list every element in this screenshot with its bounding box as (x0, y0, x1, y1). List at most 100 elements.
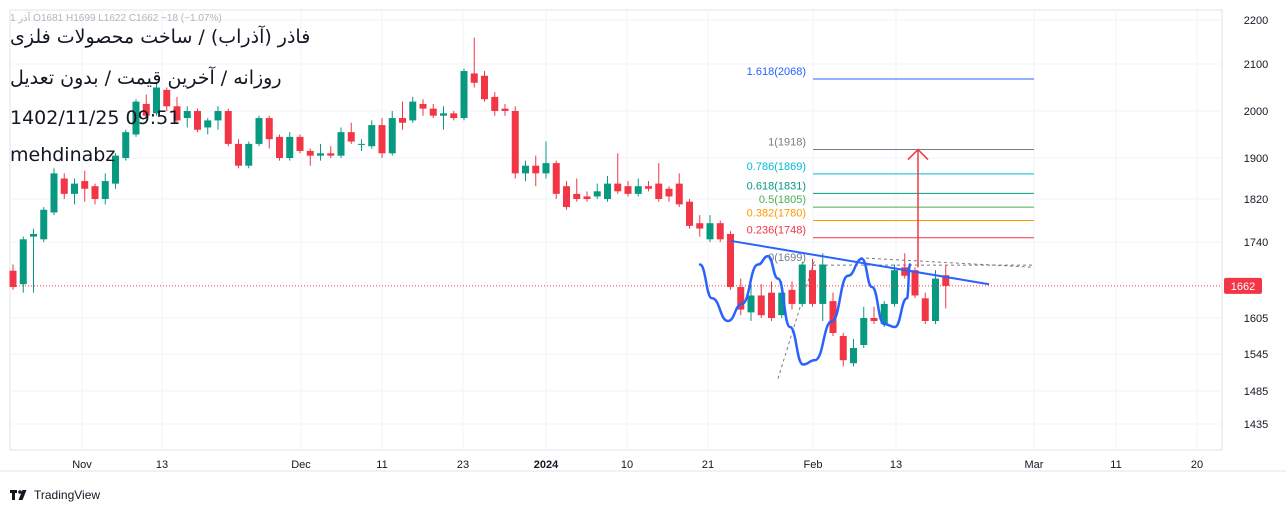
candle-up (183, 106, 191, 128)
x-axis[interactable]: Nov 13 Dec 11 23 2024 10 21 Feb 13 Mar 11 20 (72, 459, 1203, 471)
candle-down (276, 134, 283, 161)
candle-down (296, 134, 304, 154)
candle-up (604, 175, 611, 202)
candle-body (768, 292, 775, 318)
candle-body (327, 153, 335, 156)
candle-down (532, 155, 540, 187)
candle-up (132, 99, 140, 137)
candle-body (634, 186, 642, 194)
candle-down (511, 106, 519, 179)
candle-body (347, 132, 355, 142)
candle-body (112, 155, 119, 184)
fib-level-label: 0.382(1780) (747, 208, 806, 220)
candle-body (265, 118, 273, 140)
candle-body (716, 223, 724, 240)
candle-up (245, 141, 253, 169)
candle-body (450, 113, 458, 119)
candle-down (645, 181, 652, 192)
candle-down (481, 71, 488, 102)
fib-level-label: 0(1699) (768, 252, 806, 264)
target-arrow-head (907, 148, 929, 161)
candle-down (491, 92, 499, 116)
candle-up (747, 284, 755, 321)
candle-body (604, 183, 611, 199)
candle-body (942, 275, 950, 286)
candle-body (727, 233, 734, 288)
fib-level-label: 0.618(1831) (747, 180, 806, 192)
tradingview-logo[interactable]: TradingView (10, 488, 100, 502)
candle-up (932, 270, 939, 324)
candle-up (850, 339, 857, 367)
candle-body (481, 75, 488, 100)
last-price-label: 1662 (1231, 281, 1255, 293)
candle-body (429, 108, 437, 116)
candle-up (880, 301, 888, 327)
fib-layer: 1.618(2068) 1(1918) 0.786(1869) 0.618(1831)… (747, 66, 1034, 379)
fib-level-label: 0.5(1805) (759, 194, 806, 206)
candle-body (60, 178, 68, 194)
fib-level-label: 1(1918) (768, 137, 806, 149)
candle-down (614, 153, 622, 194)
candle-body (409, 101, 417, 121)
fib-level-label: 0.236(1748) (747, 225, 806, 237)
candle-up (255, 115, 263, 147)
candle-body (675, 183, 683, 205)
chart-author: mehdinabz (10, 144, 116, 166)
chart-timestamp: 1402/11/25 09:51 (10, 107, 181, 129)
y-tick-label: 1605 (1244, 313, 1268, 325)
candle-body (655, 183, 663, 199)
candle-up (40, 207, 48, 242)
candle-body (101, 181, 109, 199)
candle-down (788, 281, 796, 310)
candle-down (942, 265, 950, 309)
neckline-trendline (730, 239, 990, 286)
candle-down (60, 173, 68, 199)
candle-down (399, 101, 406, 130)
candle-body (71, 183, 78, 194)
x-tick-label: Nov (72, 459, 92, 471)
candle-down (347, 122, 355, 144)
candle-up (204, 118, 212, 135)
candle-down (655, 163, 663, 202)
candle-body (245, 143, 253, 166)
candle-down (768, 281, 775, 321)
candle-body (399, 118, 406, 123)
candle-down (173, 96, 181, 123)
candle-body (142, 103, 150, 116)
plot-frame (9, 9, 1223, 451)
candle-body (932, 278, 939, 321)
candle-up (122, 129, 130, 161)
x-tick-label: Dec (291, 459, 311, 471)
candle-body (337, 132, 345, 156)
candle-body (358, 143, 365, 145)
candle-up (337, 127, 345, 158)
candle-body (50, 173, 58, 213)
candle-up (706, 215, 714, 242)
candle-up (409, 96, 417, 123)
candle-body (388, 118, 396, 154)
candle-up (440, 106, 447, 130)
candle-up (153, 82, 160, 116)
candle-body (901, 267, 909, 276)
candle-up (112, 153, 119, 189)
candle-body (204, 120, 212, 128)
candle-down (563, 181, 570, 210)
candle-body (194, 111, 201, 130)
candle-body (122, 132, 130, 158)
candle-body (829, 301, 837, 333)
candle-down (665, 186, 673, 202)
dashed-resistance-line (859, 257, 1035, 268)
y-axis[interactable]: 2200 2100 2000 1900 1820 1740 1605 1545 1485 1435… (1224, 15, 1268, 431)
candle-body (224, 111, 232, 144)
candle-body (214, 111, 222, 121)
candle-down (583, 191, 591, 202)
candle-body (132, 101, 140, 135)
candle-body (40, 209, 48, 240)
tradingview-brand: TradingView (34, 488, 101, 502)
candle-down (235, 139, 242, 169)
candle-up (19, 236, 27, 293)
candle-down (501, 103, 509, 116)
candle-up (860, 306, 868, 348)
candle-body (706, 223, 714, 240)
